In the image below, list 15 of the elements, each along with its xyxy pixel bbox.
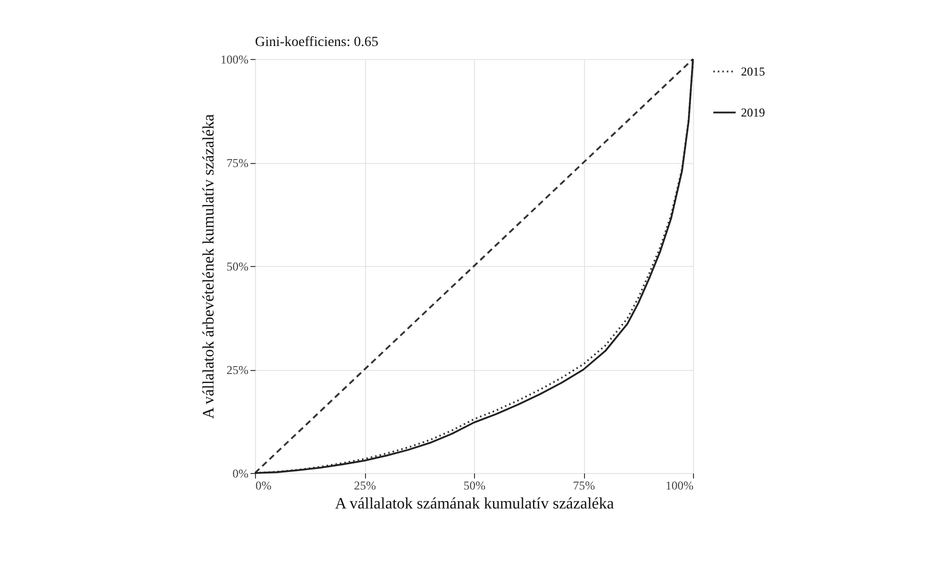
y-tick-label: 75% — [226, 156, 248, 170]
x-tick-label: 75% — [573, 478, 595, 492]
legend-label: 2015 — [741, 64, 765, 78]
y-tick-label: 25% — [226, 363, 248, 377]
legend-label: 2019 — [741, 106, 765, 120]
x-tick-label: 100% — [666, 478, 694, 492]
x-tick-label: 50% — [464, 478, 486, 492]
y-axis-title: A vállalatok árbevételének kumulatív százaléka — [200, 114, 218, 419]
y-tick-label: 50% — [226, 260, 248, 274]
y-tick-label: 100% — [220, 52, 248, 66]
x-axis-title: A vállalatok számának kumulatív százaléka — [335, 496, 614, 512]
y-tick-label: 0% — [232, 466, 248, 480]
x-tick-label: 25% — [354, 478, 376, 492]
x-tick-label: 0% — [256, 478, 272, 492]
chart-title: Gini-koefficiens: 0.65 — [255, 35, 378, 50]
